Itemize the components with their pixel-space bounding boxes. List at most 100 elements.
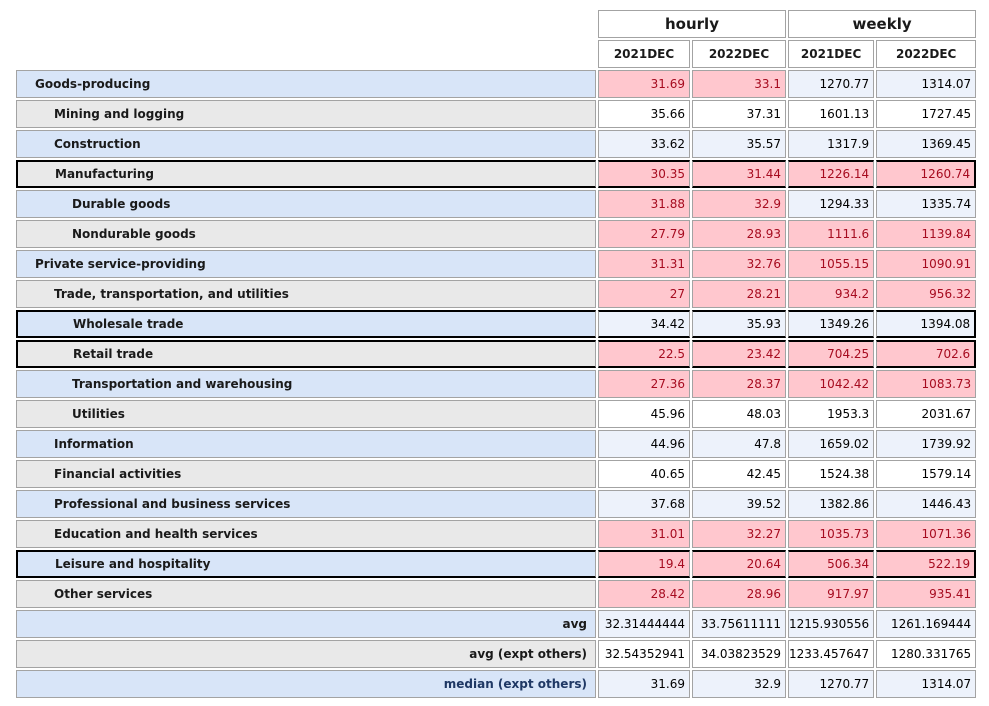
value-cell: 934.2 [788,280,875,308]
value-cell: 23.42 [692,340,786,368]
header-corner-spacer [16,10,596,38]
value-cell: 1739.92 [876,430,977,458]
row-label: Private service-providing [16,250,596,278]
value-cell: 1524.38 [788,460,875,488]
value-cell: 27.79 [598,220,690,248]
value-cell: 39.52 [692,490,786,518]
value-cell: 935.41 [876,580,977,608]
table-row: Construction 33.62 35.57 1317.9 1369.45 [16,130,977,158]
value-cell: 40.65 [598,460,690,488]
value-cell: 1349.26 [788,310,875,338]
value-cell: 48.03 [692,400,786,428]
value-cell: 22.5 [598,340,690,368]
value-cell: 19.4 [598,550,690,578]
row-label: Information [16,430,596,458]
value-cell: 33.1 [692,70,786,98]
value-cell: 32.9 [692,670,786,698]
value-cell: 1042.42 [788,370,875,398]
row-label: Nondurable goods [16,220,596,248]
value-cell: 1601.13 [788,100,875,128]
value-cell: 1055.15 [788,250,875,278]
value-cell: 704.25 [788,340,875,368]
row-label: Manufacturing [16,160,596,188]
value-cell: 522.19 [876,550,977,578]
value-cell: 1335.74 [876,190,977,218]
value-cell: 1317.9 [788,130,875,158]
table-row: Information 44.96 47.8 1659.02 1739.92 [16,430,977,458]
value-cell: 47.8 [692,430,786,458]
value-cell: 917.97 [788,580,875,608]
value-cell: 1261.169444 [876,610,977,638]
value-cell: 37.31 [692,100,786,128]
value-cell: 31.31 [598,250,690,278]
column-header: 2022DEC [692,40,786,68]
column-group-hourly: hourly [598,10,786,38]
value-cell: 27 [598,280,690,308]
row-label: Professional and business services [16,490,596,518]
value-cell: 956.32 [876,280,977,308]
value-cell: 1226.14 [788,160,875,188]
value-cell: 20.64 [692,550,786,578]
value-cell: 1394.08 [876,310,977,338]
value-cell: 33.75611111 [692,610,786,638]
value-cell: 28.96 [692,580,786,608]
value-cell: 1139.84 [876,220,977,248]
table-row: Wholesale trade 34.42 35.93 1349.26 1394.08 [16,310,977,338]
value-cell: 1071.36 [876,520,977,548]
value-cell: 28.37 [692,370,786,398]
value-cell: 34.42 [598,310,690,338]
value-cell: 35.93 [692,310,786,338]
value-cell: 28.21 [692,280,786,308]
value-cell: 31.69 [598,670,690,698]
header-group-row: hourly weekly [16,10,977,38]
value-cell: 44.96 [598,430,690,458]
value-cell: 27.36 [598,370,690,398]
value-cell: 1270.77 [788,670,875,698]
value-cell: 1314.07 [876,70,977,98]
value-cell: 1083.73 [876,370,977,398]
table-row: Transportation and warehousing 27.36 28.37… [16,370,977,398]
row-label: Retail trade [16,340,596,368]
value-cell: 1280.331765 [876,640,977,668]
value-cell: 28.93 [692,220,786,248]
table-row: Private service-providing 31.31 32.76 1055.… [16,250,977,278]
value-cell: 31.44 [692,160,786,188]
row-label: Financial activities [16,460,596,488]
value-cell: 32.27 [692,520,786,548]
table-row: Nondurable goods 27.79 28.93 1111.6 1139.84 [16,220,977,248]
table-row: Goods-producing 31.69 33.1 1270.77 1314.07 [16,70,977,98]
value-cell: 2031.67 [876,400,977,428]
column-header: 2021DEC [598,40,690,68]
row-label: Goods-producing [16,70,596,98]
table-row: Professional and business services 37.68 3… [16,490,977,518]
row-label: Mining and logging [16,100,596,128]
value-cell: 1111.6 [788,220,875,248]
value-cell: 1035.73 [788,520,875,548]
row-label: Transportation and warehousing [16,370,596,398]
table-row: Trade, transportation, and utilities 27 28… [16,280,977,308]
value-cell: 1953.3 [788,400,875,428]
value-cell: 506.34 [788,550,875,578]
value-cell: 32.54352941 [598,640,690,668]
table-row: Durable goods 31.88 32.9 1294.33 1335.74 [16,190,977,218]
value-cell: 31.01 [598,520,690,548]
column-group-weekly: weekly [788,10,977,38]
table-row: Manufacturing 30.35 31.44 1226.14 1260.74 [16,160,977,188]
value-cell: 1369.45 [876,130,977,158]
value-cell: 33.62 [598,130,690,158]
column-header: 2021DEC [788,40,875,68]
table-row: Other services 28.42 28.96 917.97 935.41 [16,580,977,608]
value-cell: 32.76 [692,250,786,278]
table-row: Mining and logging 35.66 37.31 1601.13 1727.… [16,100,977,128]
value-cell: 1215.930556 [788,610,875,638]
value-cell: 1294.33 [788,190,875,218]
value-cell: 1314.07 [876,670,977,698]
row-label: median (expt others) [16,670,596,698]
table-row: avg (expt others) 32.54352941 34.03823529 1… [16,640,977,668]
row-label: Education and health services [16,520,596,548]
value-cell: 702.6 [876,340,977,368]
column-header: 2022DEC [876,40,977,68]
value-cell: 1382.86 [788,490,875,518]
table-row: Education and health services 31.01 32.27 1… [16,520,977,548]
